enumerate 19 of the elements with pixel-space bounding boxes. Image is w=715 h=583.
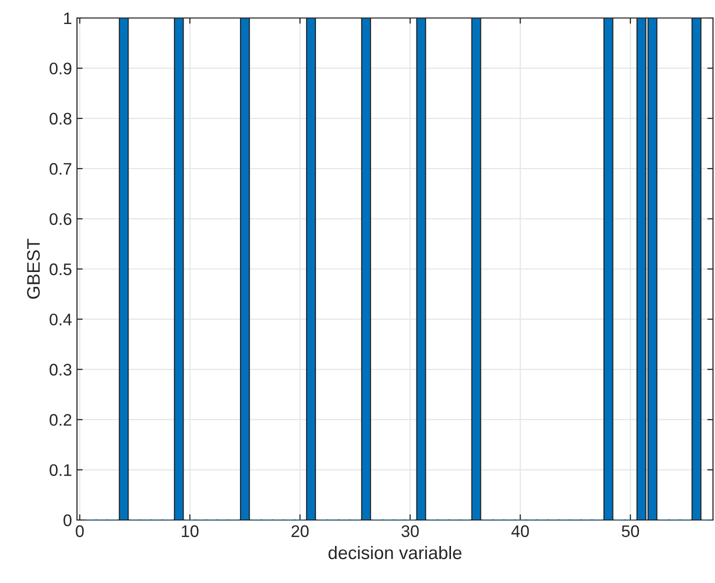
x-axis-title: decision variable bbox=[328, 546, 462, 560]
y-tick-label: 0.5 bbox=[50, 263, 72, 276]
y-tick-label: 1 bbox=[64, 12, 72, 24]
x-tick-label: 0 bbox=[76, 525, 84, 538]
y-axis-title: GBEST bbox=[27, 238, 40, 299]
y-tick-label: 0.2 bbox=[50, 414, 72, 426]
x-tick-label: 20 bbox=[292, 525, 309, 538]
y-tick-label: 0.4 bbox=[50, 314, 72, 326]
y-tick-label: 0 bbox=[64, 514, 72, 526]
y-tick-label: 0.9 bbox=[50, 62, 72, 74]
y-tick-label: 0.3 bbox=[50, 364, 72, 376]
x-tick-label: 40 bbox=[511, 525, 529, 538]
x-tick-label: 50 bbox=[622, 525, 640, 538]
x-tick-label: 30 bbox=[402, 525, 419, 538]
y-tick-label: 0.8 bbox=[50, 112, 72, 125]
y-tick-label: 0.6 bbox=[50, 213, 72, 226]
y-tick-label: 0.7 bbox=[50, 163, 72, 175]
x-tick-label: 10 bbox=[182, 525, 198, 538]
y-tick-label: 0.1 bbox=[50, 464, 72, 476]
